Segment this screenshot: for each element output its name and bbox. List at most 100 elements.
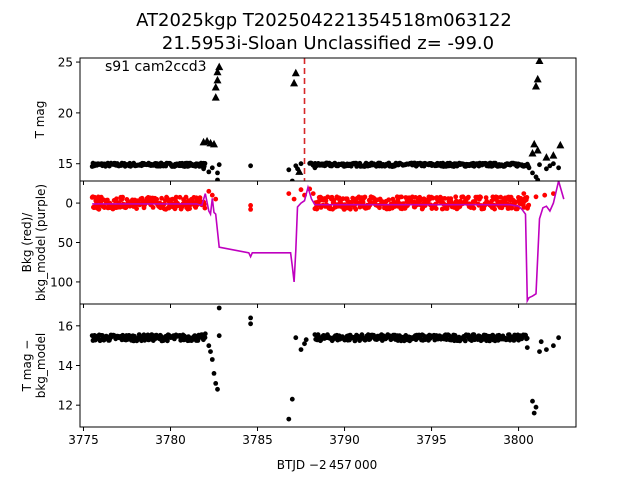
- bkg-point: [213, 196, 219, 202]
- x-tick-label: 3780: [155, 433, 186, 447]
- data-point: [215, 386, 220, 392]
- y-axis-label: bkg_model (purple): [34, 184, 48, 301]
- data-point: [289, 396, 295, 402]
- data-point: [202, 331, 208, 337]
- data-point: [165, 338, 170, 344]
- bkg-point: [187, 206, 193, 212]
- bkg-point: [323, 198, 329, 204]
- data-point: [293, 335, 299, 341]
- y-axis-label: T mag −: [20, 340, 34, 393]
- data-point: [547, 163, 553, 169]
- bkg-point: [453, 194, 459, 200]
- bkg-point: [377, 205, 382, 211]
- data-point: [556, 165, 561, 171]
- data-point: [202, 335, 208, 340]
- bkg-point: [526, 202, 532, 208]
- data-point: [524, 345, 530, 350]
- data-point: [289, 178, 295, 181]
- data-point: [316, 162, 321, 168]
- data-point: [209, 165, 215, 171]
- bkg-point: [310, 191, 316, 197]
- data-point: [206, 343, 212, 349]
- data-point: [216, 305, 222, 311]
- upper-limit-marker: [549, 151, 558, 159]
- bkg-point: [206, 188, 212, 194]
- upper-limit-marker: [215, 62, 224, 71]
- data-point: [215, 170, 220, 176]
- plot-area-middle: [89, 181, 565, 304]
- data-point: [248, 315, 254, 321]
- bkg-point: [347, 206, 353, 212]
- y-tick-label: 50: [58, 236, 73, 250]
- bkg-point: [314, 206, 320, 212]
- bkg-point: [483, 195, 489, 201]
- data-point: [216, 162, 222, 168]
- data-point: [213, 381, 219, 386]
- y-tick-label: 20: [58, 106, 73, 120]
- x-axis-label: BTJD −2 457 000: [277, 458, 377, 472]
- upper-limit-marker: [213, 67, 222, 76]
- upper-limit-marker: [211, 93, 220, 101]
- data-point: [462, 338, 468, 344]
- bkg-point: [154, 196, 160, 202]
- panel-middle: 0 50 100 Bkg (red)/bkg_model (purple): [20, 180, 577, 308]
- data-point: [248, 163, 254, 169]
- bkg-point: [489, 198, 494, 204]
- data-point: [537, 349, 542, 354]
- bkg-point: [202, 205, 208, 211]
- bkg-point: [114, 196, 119, 202]
- x-tick-label: 3800: [503, 433, 534, 447]
- bkg-point: [159, 195, 165, 201]
- bkg-point: [433, 206, 439, 212]
- data-point: [535, 177, 541, 181]
- data-point: [302, 341, 307, 347]
- data-point: [544, 347, 549, 352]
- bkg-point: [353, 206, 359, 212]
- data-point: [446, 333, 452, 338]
- y-tick-label: 14: [58, 359, 73, 373]
- data-point: [537, 162, 542, 168]
- data-point: [524, 335, 530, 341]
- y-tick-label: 100: [50, 275, 73, 289]
- y-tick-label: 12: [58, 399, 73, 413]
- bkg-point: [197, 195, 203, 201]
- bkg-point: [120, 194, 125, 200]
- upper-limit-marker: [528, 149, 537, 157]
- data-point: [298, 161, 304, 167]
- chart-title-line1: AT2025kgp T202504221354518m063122: [136, 10, 512, 31]
- y-tick-label: 0: [65, 197, 73, 211]
- bkg-point: [362, 194, 368, 200]
- bkg-point: [442, 196, 448, 201]
- data-segment-bottom: [312, 332, 530, 344]
- bkg-point: [177, 194, 183, 200]
- data-point: [530, 170, 535, 176]
- data-point: [208, 349, 213, 354]
- bkg-point: [360, 199, 366, 205]
- bkg-point: [286, 191, 292, 197]
- y-tick-label: 16: [58, 319, 73, 333]
- bkg-point: [521, 205, 527, 210]
- bkg-point: [524, 195, 530, 200]
- bkg-point: [298, 187, 304, 193]
- data-point: [531, 410, 537, 416]
- bkg-point: [173, 194, 179, 200]
- upper-limit-marker: [213, 75, 222, 84]
- upper-limit-marker: [531, 81, 540, 90]
- y-tick-label: 25: [58, 56, 73, 70]
- x-tick-label: 3795: [416, 433, 447, 447]
- bkg-point: [209, 192, 215, 198]
- bkg-point: [183, 194, 189, 200]
- data-point: [538, 339, 544, 345]
- data-point: [544, 166, 549, 172]
- panel-bottom: 12 14 16 3775 3780 3785 3790 3795 3800 T mag − bkg…: [20, 303, 577, 447]
- data-point: [202, 161, 208, 166]
- bkg-point: [117, 204, 123, 210]
- bkg-point: [248, 207, 254, 212]
- chart-title-line2: 21.5953i-Sloan Unclassified z= -99.0: [162, 33, 494, 54]
- plot-area-top: [89, 58, 565, 181]
- bkg-point: [533, 194, 539, 200]
- bkg-model-line: [92, 181, 565, 304]
- bkg-point: [521, 191, 527, 197]
- bkg-point: [466, 194, 471, 200]
